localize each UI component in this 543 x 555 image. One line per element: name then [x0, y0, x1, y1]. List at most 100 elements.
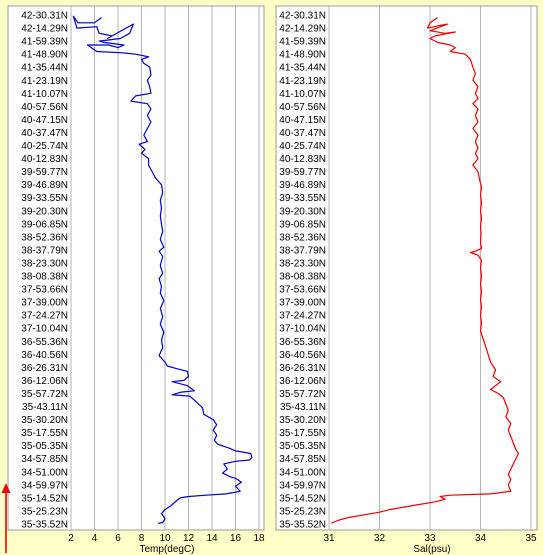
sal-y-tick-label: 35-25.23N: [279, 506, 326, 517]
temp-y-tick-label: 36-12.06N: [21, 376, 68, 387]
temp-x-tick-label: 18: [253, 533, 265, 544]
sal-y-tick-label: 38-52.36N: [279, 232, 326, 243]
temp-y-tick-label: 35-57.72N: [21, 389, 68, 400]
sal-y-tick-label: 35-57.72N: [279, 389, 326, 400]
sal-y-tick-label: 35-05.35N: [279, 441, 326, 452]
temp-x-tick-label: 16: [230, 533, 242, 544]
sal-y-tick-label: 40-12.83N: [279, 154, 326, 165]
temp-y-tick-label: 40-37.47N: [21, 128, 68, 139]
temp-x-tick-label: 2: [68, 533, 74, 544]
sal-y-tick-label: 36-12.06N: [279, 376, 326, 387]
sal-y-tick-label: 39-59.77N: [279, 167, 326, 178]
temp-y-tick-label: 36-40.56N: [21, 350, 68, 361]
sal-y-tick-label: 35-17.55N: [279, 428, 326, 439]
temp-x-tick-label: 4: [92, 533, 98, 544]
temp-profile-line: [72, 15, 253, 524]
temp-y-tick-label: 39-46.89N: [21, 180, 68, 191]
sal-y-tick-label: 41-48.90N: [279, 50, 326, 61]
sal-y-tick-label: 39-06.85N: [279, 219, 326, 230]
temp-y-tick-label: 35-25.23N: [21, 506, 68, 517]
temperature-panel: 42-30.31N 42-14.29N 41-59.39N 41-48.90N 41-3…: [7, 5, 265, 555]
sal-y-tick-label: 40-25.74N: [279, 141, 326, 152]
sal-y-tick-label: 36-55.36N: [279, 337, 326, 348]
temp-y-tick-label: 41-35.44N: [21, 63, 68, 74]
sal-x-tick-label: 31: [323, 533, 335, 544]
temp-y-tick-label: 35-17.55N: [21, 428, 68, 439]
temp-plot-frame: [7, 5, 265, 531]
sal-y-tick-label: 40-37.47N: [279, 128, 326, 139]
temp-y-tick-label: 35-43.11N: [22, 402, 68, 413]
temp-y-tick-label: 40-47.15N: [21, 115, 68, 126]
temp-y-tick-label: 38-52.36N: [21, 232, 68, 243]
temp-y-tick-label: 42-30.31N: [21, 11, 68, 22]
temp-x-tick-label: 14: [206, 533, 218, 544]
temp-y-tick-label: 39-06.85N: [21, 219, 68, 230]
temp-y-tick-label: 35-35.52N: [21, 519, 68, 530]
temp-y-tick-label: 39-33.55N: [21, 193, 68, 204]
arrow-head: [1, 483, 11, 493]
temp-y-tick-label: 35-14.52N: [21, 493, 68, 504]
temp-x-tick-label: 10: [159, 533, 171, 544]
sal-y-tick-label: 36-26.31N: [279, 363, 326, 374]
direction-arrow: [1, 483, 11, 553]
sal-y-tick-label: 41-23.19N: [279, 76, 326, 87]
temp-y-tick-label: 38-08.38N: [21, 272, 68, 283]
sal-y-tick-label: 34-51.00N: [279, 467, 326, 478]
temp-y-tick-label: 34-51.00N: [21, 467, 68, 478]
sal-y-tick-label: 41-35.44N: [279, 63, 326, 74]
temp-y-tick-label: 38-23.30N: [21, 258, 68, 269]
sal-y-tick-label: 36-40.56N: [279, 350, 326, 361]
temp-y-tick-label: 37-24.27N: [21, 311, 68, 322]
sal-y-tick-label: 37-24.27N: [279, 311, 326, 322]
sal-x-tick-label: 33: [424, 533, 436, 544]
temp-x-tick-label: 12: [183, 533, 195, 544]
sal-y-tick-label: 38-37.79N: [279, 245, 326, 256]
sal-y-tick-label: 37-53.66N: [279, 285, 326, 296]
sal-y-tick-label: 38-23.30N: [279, 258, 326, 269]
temp-y-tick-label: 34-57.85N: [21, 454, 68, 465]
temp-y-tick-label: 41-59.39N: [21, 37, 68, 48]
temp-y-tick-label: 35-30.20N: [21, 415, 68, 426]
temp-y-tick-label: 35-05.35N: [21, 441, 68, 452]
sal-y-tick-label: 41-10.07N: [279, 89, 326, 100]
sal-y-tick-label: 41-59.39N: [279, 37, 326, 48]
temp-y-tick-label: 37-10.04N: [21, 324, 68, 335]
temp-y-tick-label: 39-59.77N: [21, 167, 68, 178]
sal-y-tick-label: 35-43.11N: [280, 402, 326, 413]
sal-x-tick-label: 34: [475, 533, 487, 544]
sal-y-tick-label: 42-30.31N: [279, 11, 326, 22]
sal-y-tick-label: 39-20.30N: [279, 206, 326, 217]
sal-y-tick-label: 40-47.15N: [279, 115, 326, 126]
temp-y-tick-label: 41-48.90N: [21, 50, 68, 61]
temp-y-tick-label: 40-25.74N: [21, 141, 68, 152]
sal-y-tick-label: 39-33.55N: [279, 193, 326, 204]
salinity-panel: 42-30.31N 42-14.29N 41-59.39N 41-48.90N 41-3…: [275, 5, 538, 555]
temp-y-tick-label: 34-59.97N: [21, 480, 68, 491]
temp-x-tick-label: 8: [139, 533, 145, 544]
sal-y-tick-label: 37-39.00N: [279, 298, 326, 309]
sal-y-tick-label: 37-10.04N: [279, 324, 326, 335]
temp-x-tick-label: 6: [115, 533, 121, 544]
sal-y-tick-label: 39-46.89N: [279, 180, 326, 191]
sal-y-tick-label: 35-30.20N: [279, 415, 326, 426]
temp-y-tick-label: 39-20.30N: [21, 206, 68, 217]
sal-x-axis-label: Sal(psu): [413, 544, 450, 555]
sal-x-tick-label: 35: [525, 533, 537, 544]
sal-y-tick-label: 35-14.52N: [279, 493, 326, 504]
sal-y-tick-label: 40-57.56N: [279, 102, 326, 113]
temp-y-tick-label: 40-12.83N: [21, 154, 68, 165]
temp-y-tick-label: 37-53.66N: [21, 285, 68, 296]
temp-y-tick-label: 41-23.19N: [21, 76, 68, 87]
temp-y-tick-label: 38-37.79N: [21, 245, 68, 256]
temp-y-tick-label: 36-26.31N: [21, 363, 68, 374]
sal-x-tick-label: 32: [374, 533, 386, 544]
sal-y-tick-label: 38-08.38N: [279, 272, 326, 283]
sal-plot-frame: [275, 5, 538, 531]
temp-y-tick-label: 37-39.00N: [21, 298, 68, 309]
sal-profile-line: [331, 17, 519, 524]
temp-y-tick-label: 42-14.29N: [21, 24, 68, 35]
temp-x-axis-label: Temp(degC): [139, 544, 194, 555]
sal-y-tick-label: 42-14.29N: [279, 24, 326, 35]
